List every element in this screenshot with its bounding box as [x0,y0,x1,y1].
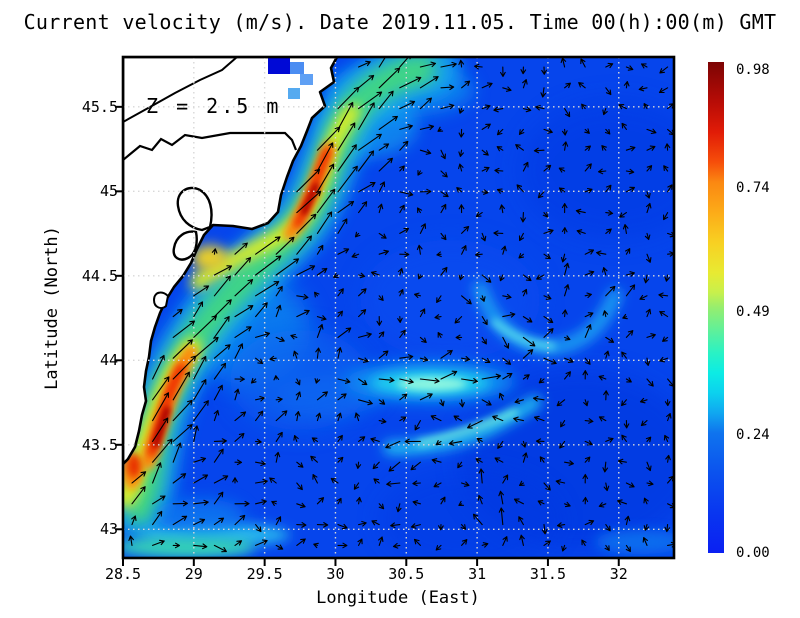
colorbar-tick-label: 0.00 [736,545,770,561]
x-tick-label: 28.5 [104,565,142,583]
y-tick-label: 45 [99,182,118,201]
lower-crescent [383,395,542,455]
y-tick-label: 44 [99,351,118,370]
x-tick-label: 29 [184,565,203,583]
plot-border [121,55,676,560]
x-tick-label: 32 [609,565,628,583]
y-tick-label: 43.5 [81,435,118,454]
y-tick-label: 43 [99,520,118,539]
colorbar [708,62,724,553]
depth-annotation: Z = 2.5 m [146,94,282,118]
lagoon-c [152,291,170,309]
lagoon-a [176,186,213,232]
x-axis-label: Longitude (East) [316,588,480,608]
current-vector-arrows [128,57,674,553]
colorbar-tick-label: 0.24 [736,426,770,443]
x-tick-label: 31.5 [529,565,566,583]
colorbar-tick-label: 0.49 [736,303,770,320]
x-tick-label: 29.5 [246,565,283,583]
x-tick-label: 30.5 [388,565,425,583]
velocity-heatmap [123,57,674,558]
grid-lines [123,57,674,558]
figure-title: Current velocity (m/s). Date 2019.11.05.… [23,10,777,34]
x-tick-label: 31 [468,565,487,583]
danube-river [123,57,238,123]
jet-darkred-north [301,183,319,215]
danube-branch [123,131,298,161]
x-tick-label: 30 [326,565,345,583]
colorbar-tick-label: 0.98 [736,62,770,78]
lagoon-b [172,230,198,261]
colorbar-tick-label: 0.74 [736,180,770,197]
land [123,57,339,466]
axis-tick-marks [115,105,620,566]
y-tick-label: 45.5 [81,97,118,116]
y-tick-label: 44.5 [81,266,118,285]
